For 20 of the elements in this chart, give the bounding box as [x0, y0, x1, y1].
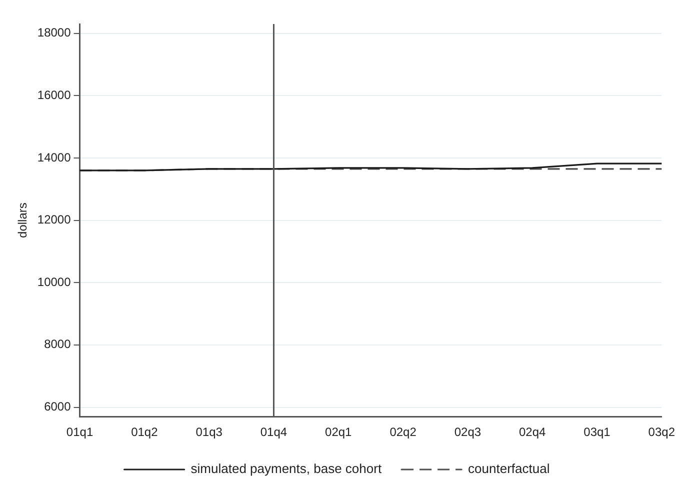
- y-tick-label: 12000: [37, 212, 72, 227]
- x-tick-label: 01q2: [131, 425, 158, 440]
- x-tick-label: 01q3: [196, 425, 223, 440]
- x-tick-label: 03q2: [648, 425, 676, 440]
- y-tick-label: 8000: [44, 337, 72, 352]
- legend-label: counterfactual: [468, 461, 550, 476]
- x-tick-label: 03q1: [584, 425, 611, 440]
- y-tick-label: 10000: [37, 274, 72, 289]
- x-tick-label: 01q4: [260, 425, 288, 440]
- x-tick-label: 01q1: [66, 425, 94, 440]
- y-tick-label: 6000: [44, 400, 72, 414]
- x-tick-label: 02q2: [390, 425, 417, 440]
- y-tick-label: 14000: [37, 150, 72, 164]
- x-tick-label: 02q1: [325, 425, 352, 440]
- y-tick-label: 16000: [37, 88, 72, 102]
- x-tick-label: 02q4: [518, 425, 546, 440]
- legend-label: simulated payments, base cohort: [190, 461, 382, 476]
- x-tick-label: 02q3: [454, 425, 482, 440]
- y-axis-title: dollars: [16, 202, 30, 238]
- y-tick-label: 18000: [37, 26, 72, 40]
